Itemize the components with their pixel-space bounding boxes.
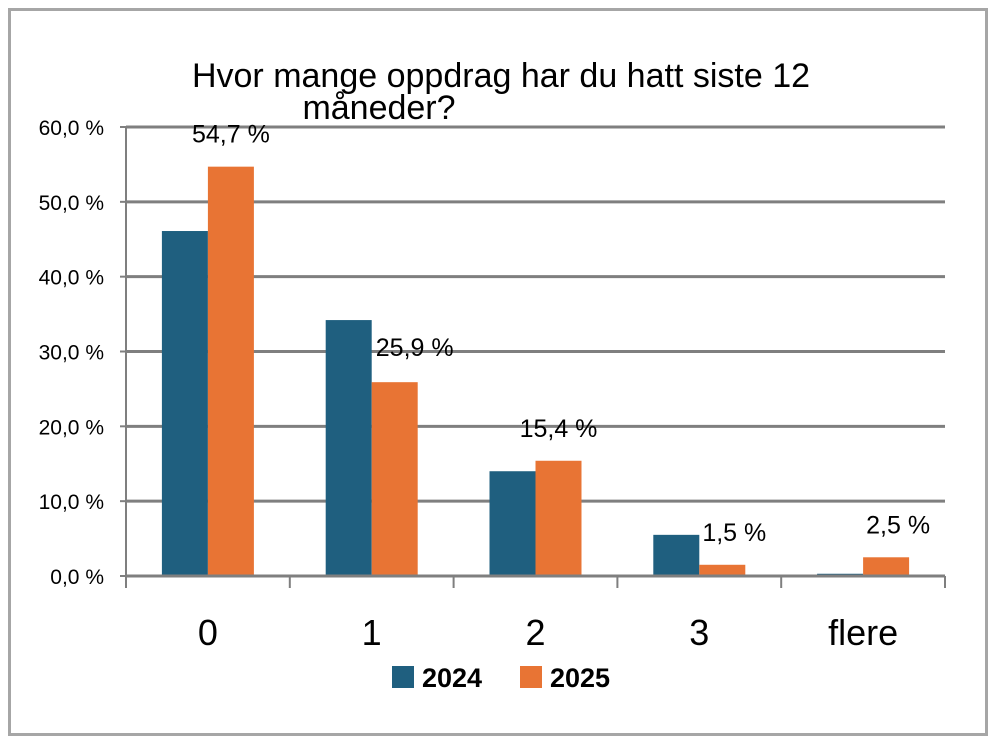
y-tick-label: 60,0 % xyxy=(39,117,104,140)
data-label-2025-2: 15,4 % xyxy=(520,415,598,443)
y-tick-label: 30,0 % xyxy=(39,342,104,365)
legend-label-2025: 2025 xyxy=(550,663,610,693)
bar-chart: Hvor mange oppdrag har du hatt siste 12 … xyxy=(39,57,946,693)
x-tick-label: 0 xyxy=(198,612,218,653)
chart-title-line-1: Hvor mange oppdrag har du hatt siste 12 xyxy=(192,57,810,95)
bar-2025-0 xyxy=(207,166,254,576)
y-tick-label: 40,0 % xyxy=(39,267,104,290)
x-tick-label: 2 xyxy=(525,612,545,653)
y-tick-label: 20,0 % xyxy=(39,416,104,439)
data-label-2025-3: 1,5 % xyxy=(702,519,766,547)
data-labels: 54,7 % 25,9 % 15,4 % 1,5 % 2,5 % xyxy=(192,121,930,547)
bar-2024-2 xyxy=(489,471,536,576)
x-tick-label: 1 xyxy=(362,612,382,653)
legend-swatch-2024 xyxy=(392,666,414,688)
legend: 2024 2025 xyxy=(392,663,610,693)
bar-2024-1 xyxy=(325,320,372,576)
bars xyxy=(161,166,910,577)
legend-label-2024: 2024 xyxy=(422,663,482,693)
y-axis-tick-labels: 0,0 % 10,0 % 20,0 % 30,0 % 40,0 % 50,0 % 60,0 … xyxy=(39,117,104,589)
x-tick-label: 3 xyxy=(689,612,709,653)
legend-swatch-2025 xyxy=(520,666,542,688)
x-tick-label: flere xyxy=(828,612,898,653)
gridlines xyxy=(120,125,945,577)
bar-2025-2 xyxy=(535,460,582,576)
data-label-2025-0: 54,7 % xyxy=(192,121,270,149)
bar-2025-1 xyxy=(371,382,418,576)
y-tick-label: 0,0 % xyxy=(50,566,104,589)
bar-2025-3 xyxy=(699,564,746,576)
x-axis xyxy=(125,574,946,588)
bar-2025-flere xyxy=(863,557,910,576)
y-tick-label: 10,0 % xyxy=(39,491,104,514)
data-label-2025-1: 25,9 % xyxy=(376,334,454,362)
data-label-2025-flere: 2,5 % xyxy=(866,511,930,539)
y-tick-label: 50,0 % xyxy=(39,192,104,215)
chart-frame: Hvor mange oppdrag har du hatt siste 12 … xyxy=(8,8,988,736)
x-axis-tick-labels: 0 1 2 3 flere xyxy=(198,612,898,653)
bar-2024-3 xyxy=(653,534,700,576)
chart-title-line-2: måneder? xyxy=(302,89,455,127)
chart-title: Hvor mange oppdrag har du hatt siste 12 … xyxy=(192,57,810,127)
bar-2024-0 xyxy=(161,231,208,577)
